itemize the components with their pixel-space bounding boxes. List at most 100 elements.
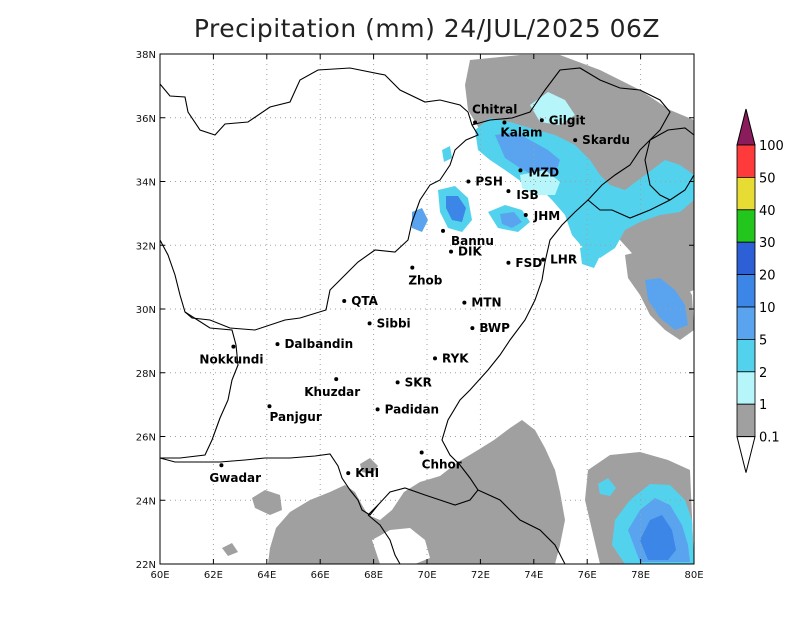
- city-label: Zhob: [408, 274, 442, 288]
- colorbar-top-arrow: [736, 108, 756, 146]
- city-label: Padidan: [385, 402, 440, 416]
- x-tick-label: 78E: [631, 570, 650, 581]
- city-dot: [433, 356, 438, 361]
- y-tick-label: 24N: [136, 496, 156, 507]
- x-tick-label: 60E: [150, 570, 169, 581]
- colorbar-segment: [736, 241, 756, 275]
- city-label: Panjgur: [269, 410, 321, 424]
- x-tick-label: 72E: [471, 570, 490, 581]
- city-dot: [539, 118, 544, 123]
- precipitation-field: [222, 55, 694, 564]
- colorbar-segment: [736, 403, 756, 438]
- city-dot: [506, 189, 511, 194]
- city-dot: [342, 299, 347, 304]
- city-label: Chitral: [472, 103, 517, 117]
- city-dot: [441, 228, 446, 233]
- x-tick-label: 66E: [311, 570, 330, 581]
- y-tick-label: 30N: [136, 305, 156, 316]
- colorbar-segment: [736, 144, 756, 178]
- city-label: MTN: [471, 296, 501, 310]
- city-label: Gilgit: [549, 113, 586, 127]
- city-label: Gwadar: [209, 471, 261, 485]
- colorbar-segment: [736, 274, 756, 308]
- colorbar-label: 100: [759, 139, 784, 154]
- city-dot: [473, 120, 478, 125]
- y-tick-label: 34N: [136, 178, 156, 189]
- city-dot: [523, 212, 528, 217]
- city-label: KHI: [355, 466, 379, 480]
- colorbar-bottom-arrow: [736, 436, 756, 473]
- axis-ticks: 60E 62E 64E 66E 68E 70E 72E 74E 76E 78E 80E 22N 24N 2…: [136, 50, 704, 581]
- x-tick-label: 62E: [204, 570, 223, 581]
- city-dot: [506, 260, 511, 265]
- y-tick-label: 26N: [136, 433, 156, 444]
- colorbar-label: 50: [759, 171, 776, 186]
- y-tick-label: 28N: [136, 369, 156, 380]
- x-tick-label: 74E: [524, 570, 543, 581]
- city-label: DIK: [458, 245, 482, 259]
- city-label: Sibbi: [377, 316, 411, 330]
- city-dot: [219, 463, 224, 468]
- city-dot: [419, 450, 424, 455]
- city-dot: [346, 471, 351, 476]
- colorbar-segment: [736, 371, 756, 405]
- city-label: MZD: [528, 165, 559, 179]
- city-label: FSD: [515, 256, 542, 270]
- city-label: SKR: [405, 375, 432, 389]
- colorbar-label: 30: [759, 236, 776, 251]
- colorbar-segment: [736, 209, 756, 243]
- city-label: BWP: [479, 321, 510, 335]
- map-title: Precipitation (mm) 24/JUL/2025 06Z: [193, 14, 661, 43]
- city-label: LHR: [550, 253, 577, 267]
- colorbar-label: 10: [759, 301, 776, 316]
- city-label: JHM: [533, 209, 560, 223]
- city-dot: [334, 377, 339, 382]
- colorbar-label: 1: [759, 398, 767, 413]
- colorbar-label: 40: [759, 204, 776, 219]
- y-tick-label: 38N: [136, 50, 156, 61]
- city-dot: [375, 407, 380, 412]
- city-label: Skardu: [582, 133, 630, 147]
- city-dot: [410, 265, 415, 270]
- country-borders: [159, 67, 695, 565]
- colorbar-label: 0.1: [759, 431, 780, 446]
- grid-lines: [160, 54, 694, 564]
- colorbar-label: 2: [759, 366, 767, 381]
- city-dot: [275, 342, 280, 347]
- x-tick-label: 76E: [578, 570, 597, 581]
- colorbar-segment: [736, 338, 756, 373]
- city-label: QTA: [351, 294, 378, 308]
- city-dot: [462, 300, 467, 305]
- city-dot: [367, 321, 372, 326]
- x-tick-label: 70E: [417, 570, 436, 581]
- city-markers: Chitral Gilgit Kalam Skardu MZD PSH ISB JHM Bann…: [199, 103, 630, 486]
- y-tick-label: 32N: [136, 241, 156, 252]
- x-tick-label: 80E: [684, 570, 703, 581]
- colorbar-segment: [736, 176, 756, 211]
- city-label: Khuzdar: [304, 385, 360, 399]
- x-tick-label: 68E: [364, 570, 383, 581]
- city-dot: [541, 257, 546, 262]
- city-dot: [395, 380, 400, 385]
- city-dot: [470, 326, 475, 331]
- city-dot: [573, 138, 578, 143]
- colorbar-label: 20: [759, 269, 776, 284]
- y-tick-label: 36N: [136, 114, 156, 125]
- city-label: Kalam: [500, 126, 542, 140]
- city-dot: [449, 249, 454, 254]
- city-label: ISB: [516, 188, 538, 202]
- city-label: Dalbandin: [284, 337, 353, 351]
- city-label: Chhor: [422, 457, 462, 471]
- city-label: Bannu: [451, 234, 494, 248]
- x-tick-label: 64E: [257, 570, 276, 581]
- city-dot: [502, 120, 507, 125]
- city-dot: [267, 404, 272, 409]
- colorbar-legend: 100 50 40 30 20 10 5 2 1 0.1: [736, 108, 784, 473]
- colorbar-label: 5: [759, 333, 767, 348]
- city-label: RYK: [442, 351, 469, 365]
- city-label: PSH: [475, 175, 502, 189]
- city-label: Nokkundi: [199, 353, 263, 367]
- city-dot: [466, 179, 471, 184]
- colorbar-segment: [736, 306, 756, 340]
